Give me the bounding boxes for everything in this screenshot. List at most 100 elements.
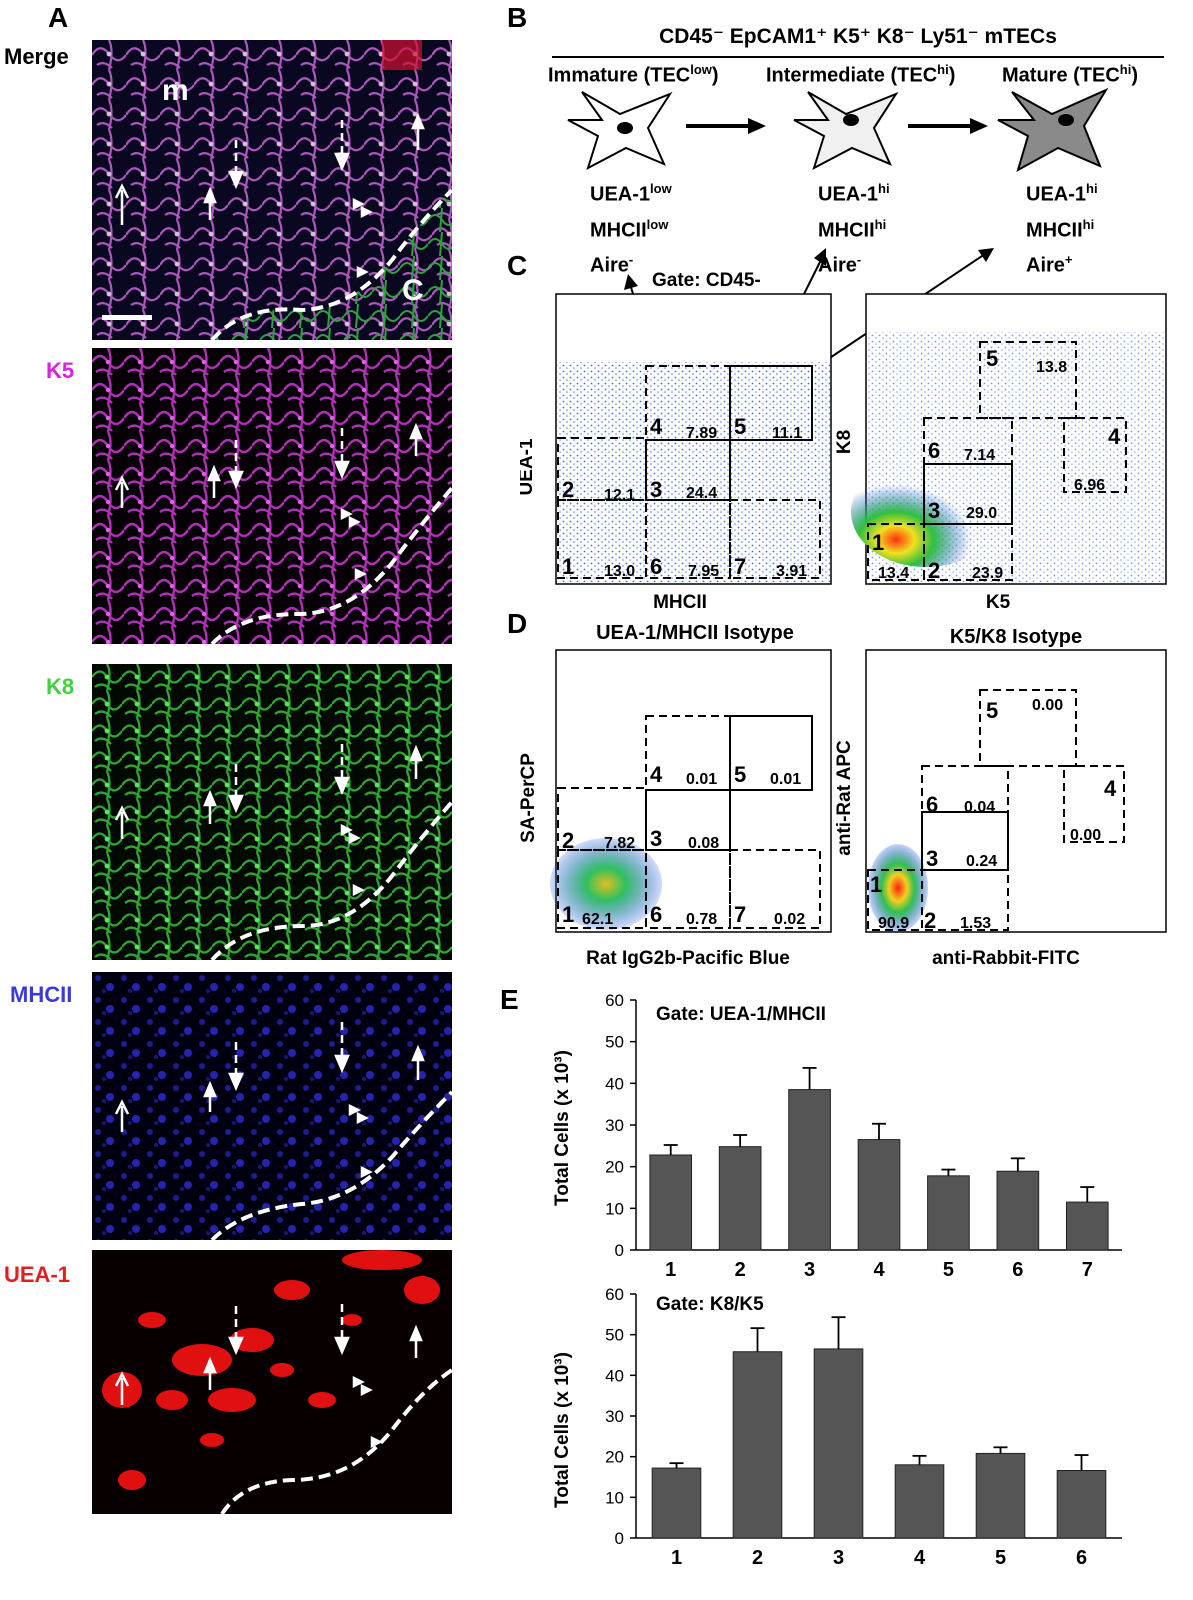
- d-right-gate-val: 0.00: [1070, 827, 1101, 844]
- y-tick-label: 10: [605, 1199, 624, 1218]
- d-left-gate-num: 5: [734, 762, 746, 787]
- y-tick-label: 0: [615, 1529, 624, 1548]
- panel-c-gate-label: Gate: CD45-: [652, 270, 761, 291]
- bar: [996, 1170, 1040, 1251]
- stage-mature-title: Mature (TEChi): [1002, 62, 1139, 87]
- category-label: 3: [833, 1547, 844, 1569]
- c-left-gate-num: 5: [734, 414, 746, 439]
- category-label: 1: [671, 1547, 682, 1569]
- k8-label: K8: [46, 674, 75, 699]
- chart1-title: Gate: UEA-1/MHCII: [656, 1004, 826, 1025]
- category-label: 4: [873, 1259, 885, 1281]
- d-left-flow-plot: SA-PerCP Rat IgG2b-Pacific Blue 1 62.1 2 7…: [520, 649, 832, 969]
- bar: [857, 1139, 901, 1251]
- d-right-gate-num: 6: [926, 792, 938, 817]
- category-label: 7: [1082, 1259, 1093, 1281]
- d-left-gate-num: 4: [650, 762, 663, 787]
- c-right-gate-num: 1: [872, 530, 884, 555]
- mhcii-micrograph: [92, 972, 452, 1240]
- d-right-title: K5/K8 Isotype: [949, 626, 1083, 648]
- y-tick-label: 40: [605, 1366, 624, 1385]
- c-right-ylabel: K8: [836, 430, 855, 454]
- c-right-gate-val: 13.8: [1036, 359, 1067, 376]
- c-right-gate-num: 3: [928, 498, 940, 523]
- d-right-gate-val: 0.00: [1032, 697, 1063, 714]
- d-left-ylabel: SA-PerCP: [520, 753, 539, 843]
- merge-region-c: C: [402, 274, 424, 307]
- c-left-gate-num: 6: [650, 554, 662, 579]
- bar: [1056, 1469, 1107, 1539]
- c-left-gate-num: 2: [562, 477, 574, 502]
- d-right-gate-num: 1: [870, 872, 882, 897]
- d-right-gate-num: 4: [1104, 776, 1117, 801]
- y-tick-label: 30: [605, 1407, 624, 1426]
- d-right-gate-num: 2: [924, 908, 936, 933]
- d-right-gate-num: 3: [926, 846, 938, 871]
- c-right-gate-val: 29.0: [966, 505, 997, 522]
- y-tick-label: 20: [605, 1158, 624, 1177]
- d-right-ylabel: anti-Rat APC: [836, 740, 855, 856]
- c-left-ylabel: UEA-1: [520, 438, 537, 495]
- c-right-gate-val: 7.14: [964, 447, 995, 464]
- c-left-gate-num: 4: [650, 414, 663, 439]
- y-tick-label: 0: [615, 1241, 624, 1260]
- y-tick-label: 60: [605, 1285, 624, 1304]
- d-left-gate-num: 2: [562, 828, 574, 853]
- d-left-gate-val: 0.01: [686, 771, 717, 788]
- arrow-icon: [970, 118, 988, 134]
- d-right-gate-num: 5: [986, 698, 998, 723]
- d-left-gate-val: 0.01: [770, 771, 801, 788]
- stage-intermediate-title: Intermediate (TEChi): [766, 62, 956, 87]
- c-right-gate-val: 23.9: [972, 565, 1003, 582]
- panel-d-letter: D: [507, 608, 528, 639]
- c-left-gate-num: 1: [562, 554, 574, 579]
- intermediate-markers: UEA-1hi MHCIIhi Aire-: [818, 181, 890, 277]
- mature-markers: UEA-1hi MHCIIhi Aire+: [1026, 181, 1098, 277]
- d-right-gate-val: 1.53: [960, 915, 991, 932]
- panel-b-letter: B: [507, 2, 528, 33]
- d-left-gate-num: 3: [650, 826, 662, 851]
- c-left-gate-val: 11.1: [772, 425, 802, 442]
- y-tick-label: 30: [605, 1116, 624, 1135]
- bar: [975, 1452, 1026, 1539]
- c-right-gate-num: 2: [928, 558, 940, 583]
- c-left-gate-num: 3: [650, 477, 662, 502]
- category-label: 1: [665, 1259, 676, 1281]
- d-left-gate-num: 7: [734, 902, 746, 927]
- bar: [649, 1154, 693, 1251]
- d-left-title: UEA-1/MHCII Isotype: [596, 622, 794, 644]
- k5-label: K5: [46, 358, 75, 383]
- bar: [927, 1175, 970, 1251]
- d-right-flow-plot: anti-Rat APC anti-Rabbit-FITC 1 90.9 2 1.5…: [836, 649, 1167, 969]
- panel-b-header: CD45⁻ EpCAM1⁺ K5⁺ K8⁻ Ly51⁻ mTECs: [659, 25, 1057, 48]
- c-right-gate-val: 13.4: [878, 565, 909, 582]
- c-left-gate-val: 12.1: [604, 487, 635, 504]
- merge-label: Merge: [4, 44, 69, 69]
- chart2-title: Gate: K8/K5: [656, 1294, 764, 1315]
- c-left-flow-plot: UEA-1 MHCII 1 13.0 2 12.1 3 24.4 4 7.89 5 11.…: [520, 293, 832, 612]
- category-label: 6: [1012, 1259, 1023, 1281]
- chart1-ylabel: Total Cells (x 10³): [552, 1050, 573, 1206]
- c-right-gate-val: 6.96: [1074, 477, 1105, 494]
- bar-chart-k8-k5: Gate: K8/K5 Total Cells (x 10³) 0 10 20 30 4…: [552, 1285, 1122, 1569]
- bar: [894, 1464, 945, 1539]
- k8-micrograph: [92, 664, 452, 960]
- intermediate-cell-icon: [793, 91, 899, 171]
- y-tick-label: 50: [605, 1326, 624, 1345]
- immature-markers: UEA-1low MHCIIlow Aire-: [590, 181, 672, 277]
- stage-immature-title: Immature (TEClow): [548, 62, 719, 87]
- c-left-gate-num: 7: [734, 554, 746, 579]
- merge-region-m: m: [162, 74, 189, 107]
- c-right-xlabel: K5: [986, 592, 1011, 612]
- d-left-gate-val: 62.1: [582, 911, 613, 928]
- stage-diagram: [567, 87, 1109, 173]
- k5-micrograph: [92, 348, 452, 644]
- d-left-gate-num: 6: [650, 902, 662, 927]
- d-right-gate-val: 0.24: [966, 853, 997, 870]
- c-right-flow-plot: K8 K5 1 13.4 2 23.9 3 29.0 4 6.96 5 13.8 6 7.1…: [836, 293, 1167, 612]
- bar: [1065, 1201, 1109, 1251]
- c-left-xlabel: MHCII: [653, 592, 707, 612]
- bar: [813, 1348, 864, 1539]
- c-left-gate-val: 7.89: [686, 425, 717, 442]
- y-tick-label: 20: [605, 1448, 624, 1467]
